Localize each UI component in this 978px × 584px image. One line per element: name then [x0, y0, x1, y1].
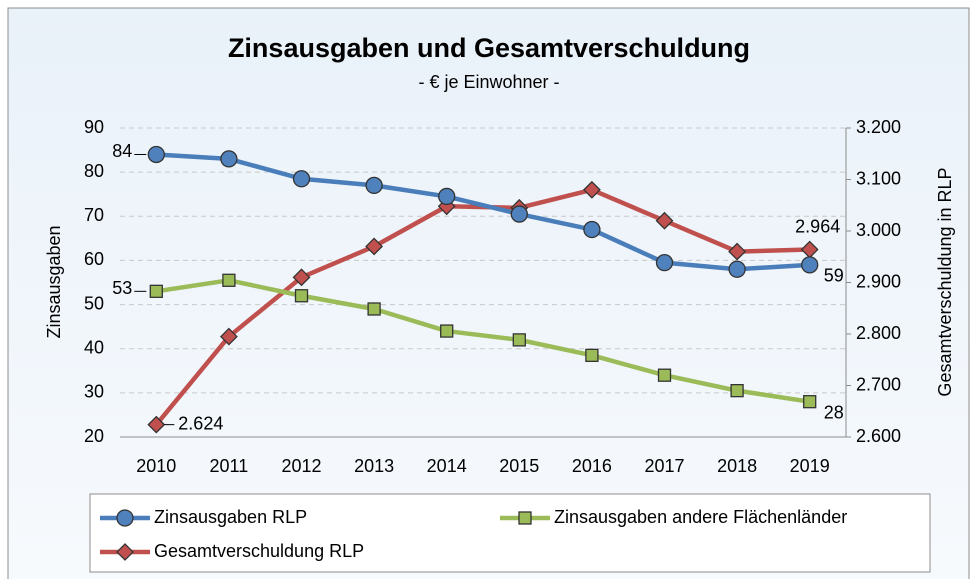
y-tick-label: 50	[84, 293, 104, 313]
marker	[292, 268, 311, 287]
data-label: 59	[824, 266, 844, 286]
marker	[220, 150, 238, 168]
marker	[585, 348, 599, 362]
y2-tick-label: 3.000	[856, 220, 901, 240]
y-tick-label: 60	[84, 249, 104, 269]
marker	[365, 176, 383, 195]
series-line	[156, 152, 810, 272]
marker	[655, 253, 674, 272]
y-tick-label: 20	[84, 426, 104, 446]
marker	[657, 368, 672, 382]
data-label: 2.624	[178, 413, 223, 433]
legend-label: Zinsausgaben RLP	[154, 507, 307, 527]
x-tick-label: 2013	[354, 456, 394, 476]
x-tick-label: 2012	[281, 456, 321, 476]
marker	[147, 145, 165, 164]
data-label: 53	[112, 278, 132, 298]
marker	[116, 543, 134, 561]
marker	[801, 256, 819, 274]
y2-tick-label: 3.100	[856, 168, 901, 188]
marker	[149, 284, 163, 298]
series-line	[155, 278, 811, 404]
data-label: 84	[112, 141, 132, 161]
y2-tick-label: 3.200	[856, 117, 901, 137]
y2-axis-label: Gesamtverschuldung in RLP	[935, 167, 955, 396]
y2-tick-label: 2.600	[856, 426, 901, 446]
marker	[583, 220, 601, 239]
marker	[803, 395, 817, 409]
x-tick-label: 2015	[499, 456, 539, 476]
marker	[512, 333, 526, 347]
marker	[116, 509, 134, 527]
data-label: 2.964	[795, 216, 840, 236]
y-axis-label: Zinsausgaben	[44, 225, 64, 338]
marker	[438, 187, 456, 206]
marker	[728, 260, 746, 278]
marker	[292, 170, 311, 188]
x-tick-label: 2014	[427, 456, 467, 476]
marker	[367, 302, 381, 316]
y-tick-label: 40	[84, 337, 104, 357]
x-tick-label: 2018	[717, 456, 757, 476]
x-tick-label: 2016	[572, 456, 612, 476]
marker	[518, 511, 532, 525]
marker	[222, 273, 236, 287]
x-tick-label: 2010	[136, 456, 176, 476]
data-label: 28	[824, 402, 844, 422]
chart-subtitle: - € je Einwohner -	[418, 72, 559, 92]
marker	[365, 237, 384, 256]
marker	[147, 415, 166, 434]
chart-title: Zinsausgaben und Gesamtverschuldung	[228, 33, 750, 63]
chart-frame	[7, 7, 970, 584]
marker	[655, 211, 674, 230]
marker	[582, 180, 601, 199]
x-tick-label: 2017	[644, 456, 684, 476]
y2-tick-label: 2.800	[856, 323, 901, 343]
marker	[219, 327, 238, 346]
x-tick-label: 2019	[790, 456, 830, 476]
y2-tick-label: 2.900	[856, 271, 901, 291]
y-tick-label: 70	[84, 205, 104, 225]
x-tick-label: 2011	[210, 456, 249, 476]
y-tick-label: 90	[84, 117, 104, 137]
marker	[294, 289, 309, 303]
legend-label: Gesamtverschuldung RLP	[154, 541, 364, 561]
legend	[89, 493, 931, 573]
marker	[730, 383, 744, 398]
marker	[728, 242, 747, 261]
y-tick-label: 80	[84, 161, 104, 181]
y-tick-label: 30	[84, 382, 104, 402]
legend-label: Zinsausgaben andere Flächenländer	[554, 507, 847, 527]
marker	[510, 205, 528, 223]
y2-tick-label: 2.700	[856, 374, 901, 394]
marker	[440, 324, 454, 338]
